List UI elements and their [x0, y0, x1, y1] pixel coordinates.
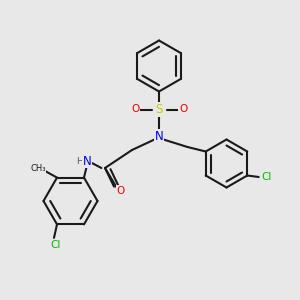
Text: CH₃: CH₃: [30, 164, 46, 173]
Text: Cl: Cl: [262, 172, 272, 182]
Text: O: O: [117, 185, 125, 196]
Text: H: H: [76, 158, 82, 166]
Text: N: N: [82, 155, 91, 168]
Text: O: O: [179, 104, 187, 115]
Text: O: O: [131, 104, 139, 115]
Text: Cl: Cl: [50, 240, 61, 250]
Text: S: S: [155, 103, 163, 116]
Text: N: N: [154, 130, 164, 143]
